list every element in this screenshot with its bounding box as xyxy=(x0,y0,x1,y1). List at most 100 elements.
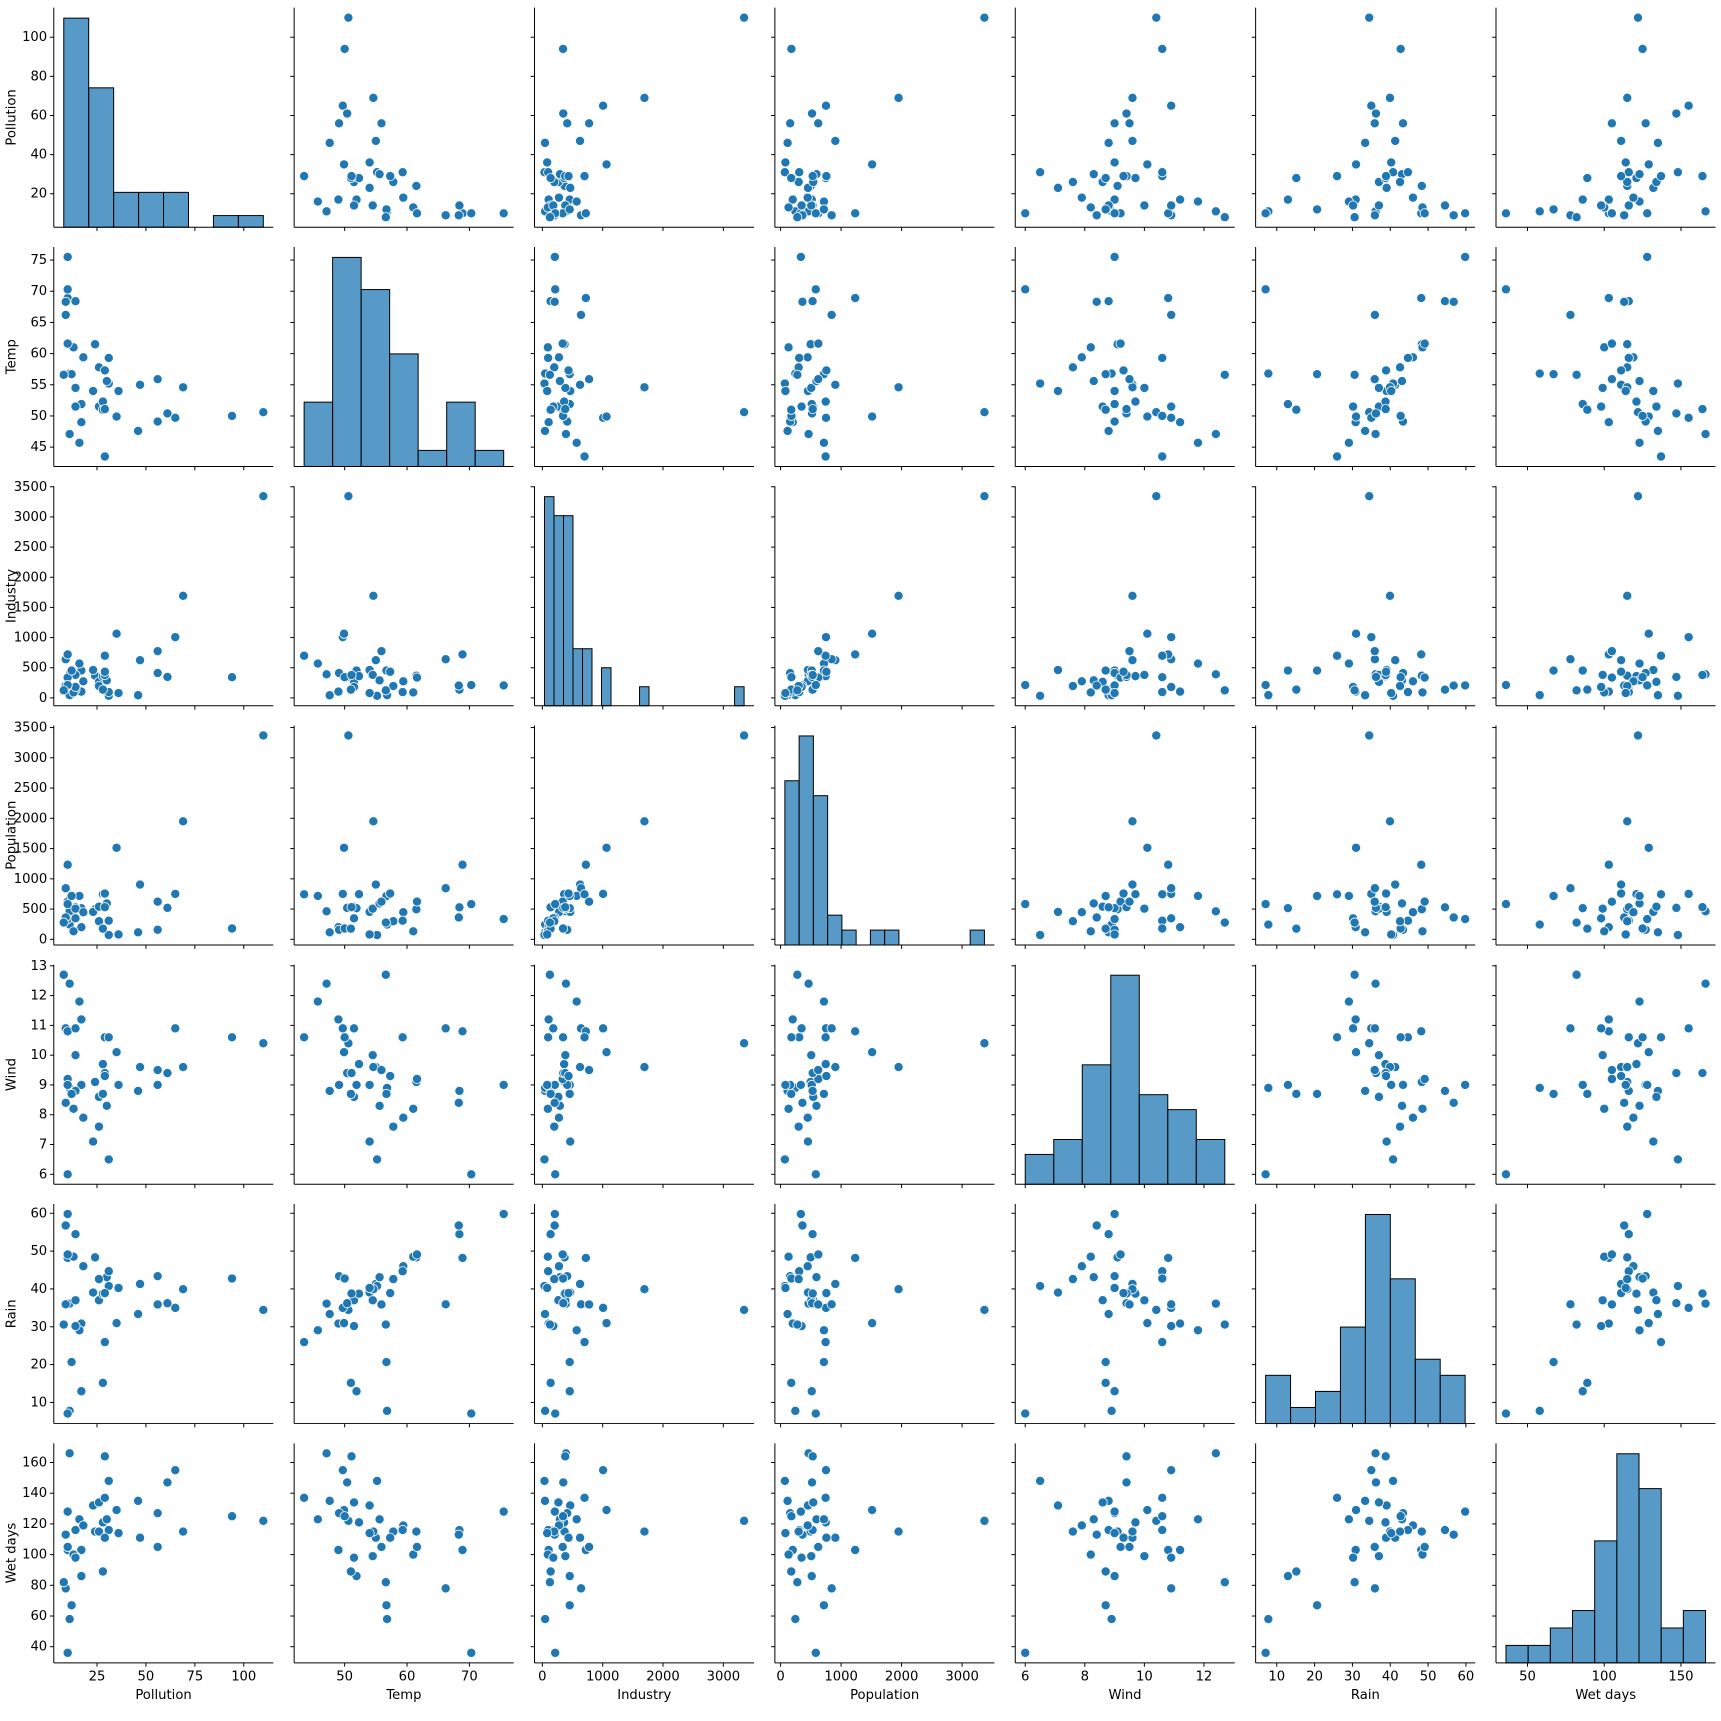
scatter-point xyxy=(1124,374,1135,385)
scatter-point xyxy=(60,296,71,307)
scatter-point xyxy=(1460,1079,1471,1090)
scatter-point xyxy=(1637,410,1648,421)
scatter-point xyxy=(1683,100,1694,111)
scatter-point xyxy=(1109,1571,1120,1582)
scatter-point xyxy=(1103,1309,1114,1320)
y-tick-label: 20 xyxy=(30,187,47,202)
hist-bar xyxy=(581,648,593,707)
scatter-point xyxy=(867,628,878,639)
scatter-point xyxy=(1632,730,1644,741)
scatter-point xyxy=(802,1136,814,1147)
y-tick-label: 40 xyxy=(30,1640,47,1655)
scatter-point xyxy=(1260,1647,1271,1658)
scatter-point xyxy=(1312,369,1323,380)
scatter-point xyxy=(1349,685,1360,696)
scatter-point xyxy=(821,365,832,376)
scatter-point xyxy=(1631,1288,1642,1299)
scatter-point xyxy=(601,1318,612,1329)
scatter-point xyxy=(979,1515,990,1526)
scatter-point xyxy=(1622,590,1633,601)
scatter-point xyxy=(806,1571,817,1582)
y-tick-label: 1500 xyxy=(14,842,47,857)
scatter-point xyxy=(367,200,378,211)
scatter-point xyxy=(601,411,612,422)
scatter-point xyxy=(398,676,409,687)
scatter-point xyxy=(1127,816,1138,827)
scatter-point xyxy=(333,1014,344,1025)
scatter-point xyxy=(1386,157,1397,168)
scatter-point xyxy=(1130,396,1141,407)
scatter-point xyxy=(66,665,77,676)
scatter-point xyxy=(1603,293,1614,304)
x-tick-label: 10 xyxy=(1136,1669,1153,1684)
scatter-point xyxy=(543,417,554,428)
scatter-point xyxy=(542,929,553,940)
scatter-point xyxy=(560,1551,571,1562)
scatter-point xyxy=(113,385,124,397)
scatter-point xyxy=(1121,404,1132,415)
scatter-point xyxy=(1700,429,1711,440)
scatter-point xyxy=(1175,1544,1186,1556)
scatter-point xyxy=(1672,167,1683,178)
scatter-point xyxy=(557,1249,568,1260)
hist-bar xyxy=(1195,1138,1226,1185)
scatter-point xyxy=(113,1282,124,1294)
scatter-point xyxy=(794,352,805,363)
scatter-point xyxy=(337,100,348,111)
scatter-point xyxy=(818,1600,829,1611)
scatter-point xyxy=(807,296,818,307)
scatter-point xyxy=(1151,1304,1162,1315)
scatter-point xyxy=(1219,917,1230,928)
hist-bar xyxy=(1505,1644,1529,1664)
scatter-point xyxy=(351,1386,362,1397)
scatter-point xyxy=(312,1325,323,1336)
scatter-point xyxy=(564,1386,575,1397)
x-axis-label: Pollution xyxy=(135,1688,191,1703)
scatter-point xyxy=(376,118,387,129)
scatter-point xyxy=(558,1511,569,1522)
scatter-point xyxy=(152,1508,163,1519)
scatter-point xyxy=(893,92,904,103)
scatter-point xyxy=(1109,157,1120,168)
scatter-point xyxy=(549,362,560,373)
x-tick-label: 100 xyxy=(1592,1669,1617,1684)
scatter-point xyxy=(1166,200,1177,211)
scatter-point xyxy=(542,1528,553,1539)
scatter-point xyxy=(466,208,477,219)
scatter-point xyxy=(353,1517,365,1528)
scatter-point xyxy=(1380,1451,1391,1462)
scatter-point xyxy=(1282,1571,1293,1582)
hist-bar xyxy=(332,256,362,467)
scatter-point xyxy=(1291,684,1302,695)
scatter-point xyxy=(1076,676,1087,687)
scatter-point xyxy=(376,646,387,657)
scatter-point xyxy=(1127,590,1138,601)
y-tick-label: 9 xyxy=(39,1078,47,1093)
scatter-point xyxy=(850,1026,861,1037)
scatter-point xyxy=(1381,171,1392,182)
hist-bar xyxy=(1594,1540,1618,1664)
scatter-point xyxy=(1419,1073,1430,1085)
hist-bar xyxy=(389,353,419,467)
scatter-point xyxy=(1020,284,1031,295)
scatter-point xyxy=(90,339,101,350)
scatter-point xyxy=(226,1511,238,1522)
y-tick-label: 60 xyxy=(30,108,47,123)
scatter-point xyxy=(1175,1318,1186,1329)
scatter-point xyxy=(364,157,375,168)
scatter-point xyxy=(1121,108,1132,119)
hist-bar xyxy=(1167,1109,1197,1185)
scatter-point xyxy=(97,1377,108,1388)
scatter-point xyxy=(1091,680,1102,691)
y-tick-label: 10 xyxy=(30,1395,47,1410)
scatter-point xyxy=(979,1304,990,1315)
scatter-point xyxy=(786,173,797,184)
scatter-point xyxy=(540,1405,551,1416)
scatter-point xyxy=(466,1647,477,1658)
panel xyxy=(530,246,755,471)
scatter-point xyxy=(1360,137,1371,148)
scatter-point xyxy=(1210,906,1221,917)
scatter-point xyxy=(62,284,73,295)
scatter-point xyxy=(818,1325,829,1336)
panel xyxy=(1251,7,1476,232)
